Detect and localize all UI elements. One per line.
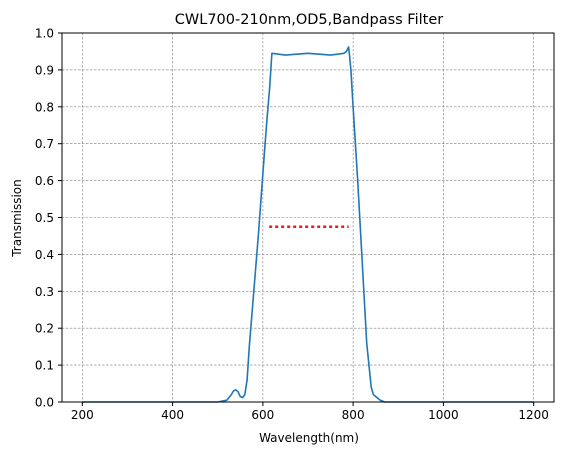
y-tick-label-1: 0.1 <box>35 359 54 373</box>
x-tick-label-2: 600 <box>251 408 274 422</box>
y-axis: 0.0 0.1 0.2 0.3 0.4 0.5 0.6 0.7 0.8 0.9 1.0 <box>35 27 62 410</box>
y-tick-label-6: 0.6 <box>35 174 54 188</box>
y-tick-label-9: 0.9 <box>35 63 54 77</box>
x-tick-label-3: 800 <box>342 408 365 422</box>
x-tick-label-0: 200 <box>71 408 94 422</box>
y-tick-label-8: 0.8 <box>35 100 54 114</box>
y-tick-label-7: 0.7 <box>35 137 54 151</box>
chart-title: CWL700-210nm,OD5,Bandpass Filter <box>175 12 443 28</box>
x-tick-label-5: 1200 <box>518 408 549 422</box>
y-tick-label-3: 0.3 <box>35 285 54 299</box>
x-axis-label: Wavelength(nm) <box>259 431 359 445</box>
x-tick-label-4: 1000 <box>428 408 459 422</box>
y-tick-label-10: 1.0 <box>35 27 54 41</box>
y-tick-label-5: 0.5 <box>35 211 54 225</box>
transmission-curve <box>82 46 534 403</box>
y-tick-label-2: 0.2 <box>35 322 54 336</box>
y-axis-label: Transmission <box>10 179 24 258</box>
x-tick-label-1: 400 <box>161 408 184 422</box>
x-axis: 200 400 600 800 1000 1200 <box>71 402 549 422</box>
series-layer <box>82 46 534 403</box>
y-tick-label-0: 0.0 <box>35 396 54 410</box>
grid <box>62 32 554 403</box>
y-tick-label-4: 0.4 <box>35 248 54 262</box>
